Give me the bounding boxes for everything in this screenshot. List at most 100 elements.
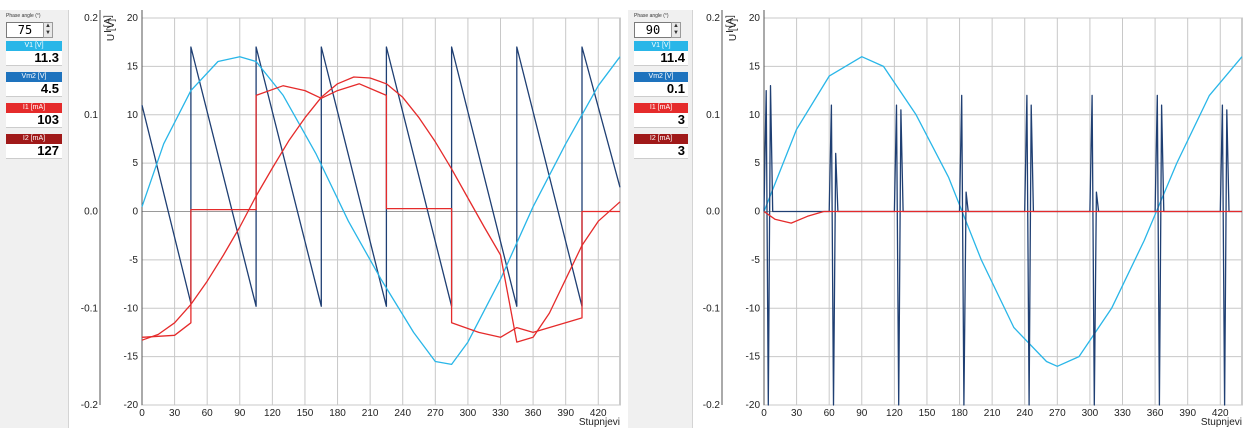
series-line-3 xyxy=(763,210,1242,224)
phase-angle-label: Phase angle (°) xyxy=(634,13,669,19)
x-tick-label: 360 xyxy=(525,408,542,419)
x-tick-label: 180 xyxy=(951,408,968,419)
x-tick-label: 90 xyxy=(234,408,246,419)
x-tick-label: 240 xyxy=(1016,408,1033,419)
x-tick-label: 300 xyxy=(460,408,477,419)
series-line-3 xyxy=(141,83,620,338)
y-left-axis-title: I [A] xyxy=(103,15,114,33)
y-right-tick-label: 0 xyxy=(754,207,760,218)
y-left-tick-label: -0.1 xyxy=(81,303,99,314)
x-tick-label: 210 xyxy=(984,408,1001,419)
y-left-tick-label: 0.1 xyxy=(706,110,720,121)
y-right-tick-label: 5 xyxy=(132,158,138,169)
x-tick-label: 90 xyxy=(856,408,868,419)
x-tick-label: 270 xyxy=(1049,408,1066,419)
meter-value: 3 xyxy=(634,113,688,128)
meter-value: 103 xyxy=(6,113,62,128)
x-tick-label: 210 xyxy=(362,408,379,419)
meter-label: V1 [V] xyxy=(6,41,62,51)
y-left-axis-title: I [A] xyxy=(725,15,736,33)
meter-i1: I1 [mA] 3 xyxy=(634,103,688,128)
y-left-tick-label: 0.0 xyxy=(84,207,98,218)
control-panel-1: Phase angle (°) 75 ▲ ▼ V1 [V] 11.3 Vm2 [V… xyxy=(0,10,69,428)
y-left-tick-label: 0.2 xyxy=(84,13,98,24)
y-right-tick-label: -20 xyxy=(746,400,761,411)
x-tick-label: 330 xyxy=(1114,408,1131,419)
meter-value: 11.3 xyxy=(6,51,62,66)
y-right-tick-label: -5 xyxy=(751,255,760,266)
x-tick-label: 270 xyxy=(427,408,444,419)
x-tick-label: 120 xyxy=(264,408,281,419)
y-right-tick-label: 5 xyxy=(754,158,760,169)
chart-2: 0 30 60 90 120 150 180 210 240 270 300 330 360 390 420… xyxy=(703,10,1243,428)
chevron-down-icon[interactable]: ▼ xyxy=(673,30,679,36)
meter-label: Vm2 [V] xyxy=(6,72,62,82)
y-right-tick-label: 15 xyxy=(749,61,761,72)
x-tick-label: 420 xyxy=(1212,408,1229,419)
x-tick-label: 120 xyxy=(886,408,903,419)
chevron-up-icon[interactable]: ▲ xyxy=(673,23,679,29)
meter-label: I2 [mA] xyxy=(6,134,62,144)
control-panel-2: Phase angle (°) 90 ▲ ▼ V1 [V] 11.4 Vm2 [V… xyxy=(628,10,693,428)
x-tick-label: 390 xyxy=(1179,408,1196,419)
y-right-tick-label: -10 xyxy=(124,303,139,314)
y-left-tick-label: -0.2 xyxy=(703,400,721,411)
y-right-axis-title: U [V] xyxy=(728,19,739,41)
y-right-tick-label: 15 xyxy=(127,61,139,72)
x-tick-label: 360 xyxy=(1147,408,1164,419)
x-axis-title: Stupnjevi xyxy=(1201,417,1242,428)
meter-v1: V1 [V] 11.4 xyxy=(634,41,688,66)
x-tick-label: 0 xyxy=(761,408,767,419)
chevron-up-icon[interactable]: ▲ xyxy=(45,23,51,29)
x-tick-label: 30 xyxy=(791,408,803,419)
panel-1: Phase angle (°) 75 ▲ ▼ V1 [V] 11.3 Vm2 [V… xyxy=(0,10,621,428)
meter-v1: V1 [V] 11.3 xyxy=(6,41,62,66)
y-right-tick-label: 20 xyxy=(749,13,761,24)
x-axis-title: Stupnjevi xyxy=(579,417,620,428)
meter-vm2: Vm2 [V] 0.1 xyxy=(634,72,688,97)
meter-label: I1 [mA] xyxy=(6,103,62,113)
y-right-tick-label: 10 xyxy=(749,110,761,121)
y-left-tick-label: 0.1 xyxy=(84,110,98,121)
x-tick-label: 30 xyxy=(169,408,181,419)
meter-value: 4.5 xyxy=(6,82,62,97)
meter-label: I1 [mA] xyxy=(634,103,688,113)
panel-2: Phase angle (°) 90 ▲ ▼ V1 [V] 11.4 Vm2 [V… xyxy=(628,0,1247,428)
x-tick-label: 420 xyxy=(590,408,607,419)
series-line-1 xyxy=(763,56,1243,367)
y-right-tick-label: -10 xyxy=(746,303,761,314)
meter-i2: I2 [mA] 127 xyxy=(6,134,62,159)
meter-i1: I1 [mA] 103 xyxy=(6,103,62,128)
phase-angle-spinner[interactable]: ▲ ▼ xyxy=(43,22,53,38)
x-tick-label: 60 xyxy=(202,408,214,419)
series-line-4 xyxy=(141,76,621,343)
x-tick-label: 0 xyxy=(139,408,145,419)
meter-label: V1 [V] xyxy=(634,41,688,51)
phase-angle-input[interactable]: 90 xyxy=(634,22,672,38)
y-right-tick-label: -20 xyxy=(124,400,139,411)
x-tick-label: 300 xyxy=(1082,408,1099,419)
phase-angle-spinner[interactable]: ▲ ▼ xyxy=(671,22,681,38)
meter-value: 127 xyxy=(6,144,62,159)
y-left-tick-label: 0.2 xyxy=(706,13,720,24)
y-left-tick-label: -0.2 xyxy=(81,400,99,411)
y-left-tick-label: -0.1 xyxy=(703,303,721,314)
meter-label: I2 [mA] xyxy=(634,134,688,144)
series-line-2 xyxy=(141,56,621,366)
x-tick-label: 150 xyxy=(919,408,936,419)
x-tick-label: 60 xyxy=(824,408,836,419)
meter-value: 11.4 xyxy=(634,51,688,66)
y-right-tick-label: 20 xyxy=(127,13,139,24)
x-tick-label: 330 xyxy=(492,408,509,419)
chevron-down-icon[interactable]: ▼ xyxy=(45,30,51,36)
meter-vm2: Vm2 [V] 4.5 xyxy=(6,72,62,97)
chart-1: 0 30 60 90 120 150 180 210 240 270 300 330 360 390 420… xyxy=(81,10,621,428)
y-right-tick-label: -5 xyxy=(129,255,138,266)
y-right-tick-label: -15 xyxy=(746,352,761,363)
x-tick-label: 180 xyxy=(329,408,346,419)
x-tick-label: 390 xyxy=(557,408,574,419)
meter-value: 3 xyxy=(634,144,688,159)
meter-value: 0.1 xyxy=(634,82,688,97)
x-tick-label: 150 xyxy=(297,408,314,419)
phase-angle-input[interactable]: 75 xyxy=(6,22,44,38)
